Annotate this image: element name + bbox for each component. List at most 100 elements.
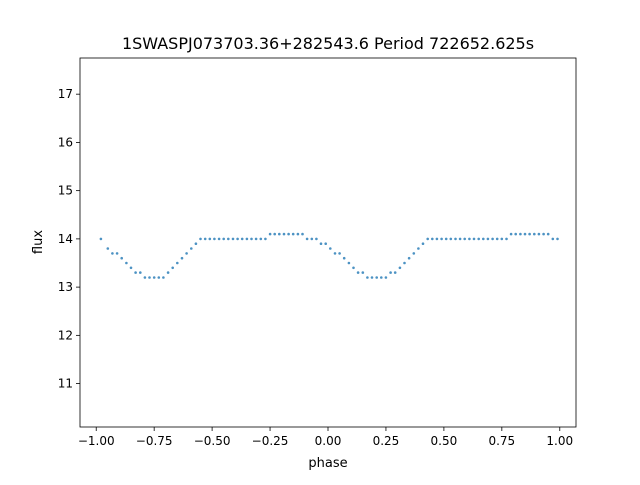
data-point (533, 232, 536, 236)
data-point (227, 237, 230, 241)
data-point (148, 276, 151, 279)
data-point (486, 237, 490, 241)
data-point (505, 237, 508, 241)
data-point (347, 261, 351, 265)
data-point (398, 266, 402, 270)
data-point (431, 237, 434, 241)
data-point (217, 237, 221, 241)
data-point (523, 232, 527, 236)
data-point (273, 232, 277, 236)
data-point (301, 232, 304, 236)
data-point (509, 232, 513, 236)
data-point (111, 252, 114, 255)
data-point (222, 237, 225, 241)
x-axis-ticks: −1.00 −0.75 −0.50 −0.25 0.00 0.25 0.50 0.75 1.00 (78, 427, 573, 448)
data-point (528, 232, 531, 236)
data-point (296, 232, 300, 236)
data-point (268, 232, 272, 236)
y-tick-label: 11 (58, 377, 73, 391)
data-point (435, 237, 439, 241)
data-point (278, 232, 281, 236)
data-point (440, 237, 443, 241)
data-point (454, 237, 457, 241)
data-point (254, 237, 258, 241)
data-point (463, 237, 467, 241)
data-point (519, 232, 522, 236)
data-point (375, 276, 379, 279)
data-point (361, 271, 365, 274)
data-point (120, 256, 123, 260)
data-point (139, 271, 142, 274)
data-point (338, 252, 341, 255)
data-point (236, 237, 239, 241)
data-point (329, 247, 332, 250)
data-point (264, 237, 267, 241)
data-point (551, 237, 555, 241)
data-point (208, 237, 212, 241)
data-point (426, 237, 430, 241)
data-point (417, 247, 420, 250)
data-point (384, 276, 388, 279)
data-point (403, 261, 406, 265)
data-point (245, 237, 249, 241)
data-point (134, 271, 137, 274)
data-points (99, 232, 559, 279)
x-axis-label: phase (308, 456, 347, 471)
data-point (352, 266, 355, 270)
data-point (143, 276, 147, 279)
data-point (282, 232, 286, 236)
x-tick-label: 1.00 (546, 434, 573, 448)
data-point (472, 237, 476, 241)
data-point (468, 237, 471, 241)
data-point (291, 232, 295, 236)
data-point (393, 271, 397, 274)
data-point (514, 232, 517, 236)
data-point (458, 237, 462, 241)
data-point (310, 237, 314, 241)
x-tick-label: 0.00 (315, 434, 342, 448)
y-axis-label: flux (31, 230, 46, 254)
data-point (157, 276, 161, 279)
x-tick-label: 0.75 (488, 434, 515, 448)
data-point (240, 237, 244, 241)
data-point (537, 232, 541, 236)
data-point (370, 276, 374, 279)
data-point (203, 237, 207, 241)
data-point (305, 237, 309, 241)
data-point (421, 242, 425, 245)
data-point (190, 247, 193, 250)
data-point (380, 276, 383, 279)
data-point (407, 256, 411, 260)
data-point (199, 237, 202, 241)
data-point (412, 252, 416, 255)
x-tick-label: −1.00 (78, 434, 115, 448)
data-point (482, 237, 485, 241)
data-point (500, 237, 504, 241)
data-point (231, 237, 235, 241)
data-point (115, 252, 119, 255)
data-point (477, 237, 481, 241)
data-point (185, 252, 188, 255)
data-point (356, 271, 360, 274)
y-tick-label: 12 (58, 328, 73, 342)
y-axis-ticks: 11 12 13 14 15 16 17 (58, 87, 80, 391)
data-point (324, 242, 328, 245)
x-tick-label: 0.25 (373, 434, 400, 448)
data-point (287, 232, 290, 236)
data-point (366, 276, 369, 279)
data-point (491, 237, 494, 241)
data-point (106, 247, 110, 250)
data-point (333, 252, 337, 255)
data-point (194, 242, 198, 245)
chart-title: 1SWASPJ073703.36+282543.6 Period 722652.… (122, 34, 534, 53)
data-point (99, 237, 103, 241)
data-point (342, 256, 346, 260)
y-tick-label: 15 (58, 184, 73, 198)
data-point (213, 237, 216, 241)
y-tick-label: 13 (58, 280, 73, 294)
data-point (495, 237, 499, 241)
data-point (129, 266, 133, 270)
